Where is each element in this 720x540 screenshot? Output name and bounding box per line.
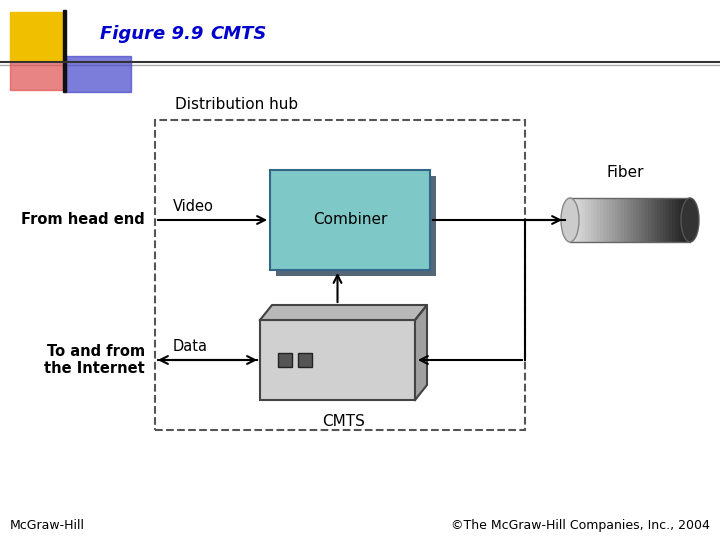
Bar bbox=[298, 353, 312, 367]
Bar bbox=[591, 198, 595, 242]
Text: ©The McGraw-Hill Companies, Inc., 2004: ©The McGraw-Hill Companies, Inc., 2004 bbox=[451, 519, 710, 532]
Bar bbox=[669, 198, 672, 242]
Bar bbox=[576, 198, 580, 242]
Ellipse shape bbox=[561, 198, 579, 242]
Bar bbox=[570, 198, 574, 242]
Text: Figure 9.9: Figure 9.9 bbox=[100, 25, 203, 43]
Bar bbox=[615, 198, 618, 242]
Bar bbox=[657, 198, 660, 242]
Bar bbox=[621, 198, 624, 242]
Text: Data: Data bbox=[173, 339, 208, 354]
Bar bbox=[618, 198, 621, 242]
Bar bbox=[633, 198, 636, 242]
Text: Fiber: Fiber bbox=[606, 165, 644, 180]
Bar bbox=[678, 198, 682, 242]
Bar bbox=[642, 198, 646, 242]
Bar bbox=[585, 198, 588, 242]
Bar bbox=[654, 198, 657, 242]
Polygon shape bbox=[260, 305, 427, 320]
Bar bbox=[63, 10, 66, 92]
Bar bbox=[645, 198, 649, 242]
Bar bbox=[603, 198, 606, 242]
Bar bbox=[681, 198, 685, 242]
Bar bbox=[579, 198, 582, 242]
Bar bbox=[639, 198, 642, 242]
Bar bbox=[594, 198, 598, 242]
Text: McGraw-Hill: McGraw-Hill bbox=[10, 519, 85, 532]
Text: To and from
the Internet: To and from the Internet bbox=[44, 344, 145, 376]
Bar bbox=[684, 198, 688, 242]
Bar bbox=[600, 198, 603, 242]
Bar bbox=[627, 198, 631, 242]
Bar bbox=[630, 198, 634, 242]
Text: Distribution hub: Distribution hub bbox=[175, 97, 298, 112]
Bar bbox=[10, 12, 65, 60]
Bar bbox=[66, 56, 131, 92]
Bar bbox=[636, 198, 639, 242]
Bar bbox=[666, 198, 670, 242]
Bar bbox=[648, 198, 652, 242]
Text: From head end: From head end bbox=[22, 213, 145, 227]
Bar bbox=[278, 353, 292, 367]
Text: CMTS: CMTS bbox=[210, 25, 266, 43]
Bar bbox=[606, 198, 610, 242]
Bar bbox=[663, 198, 667, 242]
Bar bbox=[597, 198, 600, 242]
Bar bbox=[10, 60, 65, 90]
Bar bbox=[582, 198, 585, 242]
Bar bbox=[675, 198, 678, 242]
Bar bbox=[609, 198, 613, 242]
Bar bbox=[687, 198, 690, 242]
Text: Combiner: Combiner bbox=[312, 213, 387, 227]
Bar bbox=[624, 198, 628, 242]
Bar bbox=[612, 198, 616, 242]
Bar bbox=[660, 198, 664, 242]
Bar bbox=[260, 320, 415, 400]
Text: CMTS: CMTS bbox=[322, 414, 365, 429]
Bar bbox=[588, 198, 592, 242]
Ellipse shape bbox=[681, 198, 699, 242]
Text: Video: Video bbox=[173, 199, 214, 214]
Bar bbox=[270, 170, 430, 270]
Bar bbox=[155, 120, 525, 430]
Bar bbox=[276, 176, 436, 276]
Polygon shape bbox=[415, 305, 427, 400]
Bar bbox=[672, 198, 675, 242]
Bar bbox=[651, 198, 654, 242]
Bar bbox=[573, 198, 577, 242]
